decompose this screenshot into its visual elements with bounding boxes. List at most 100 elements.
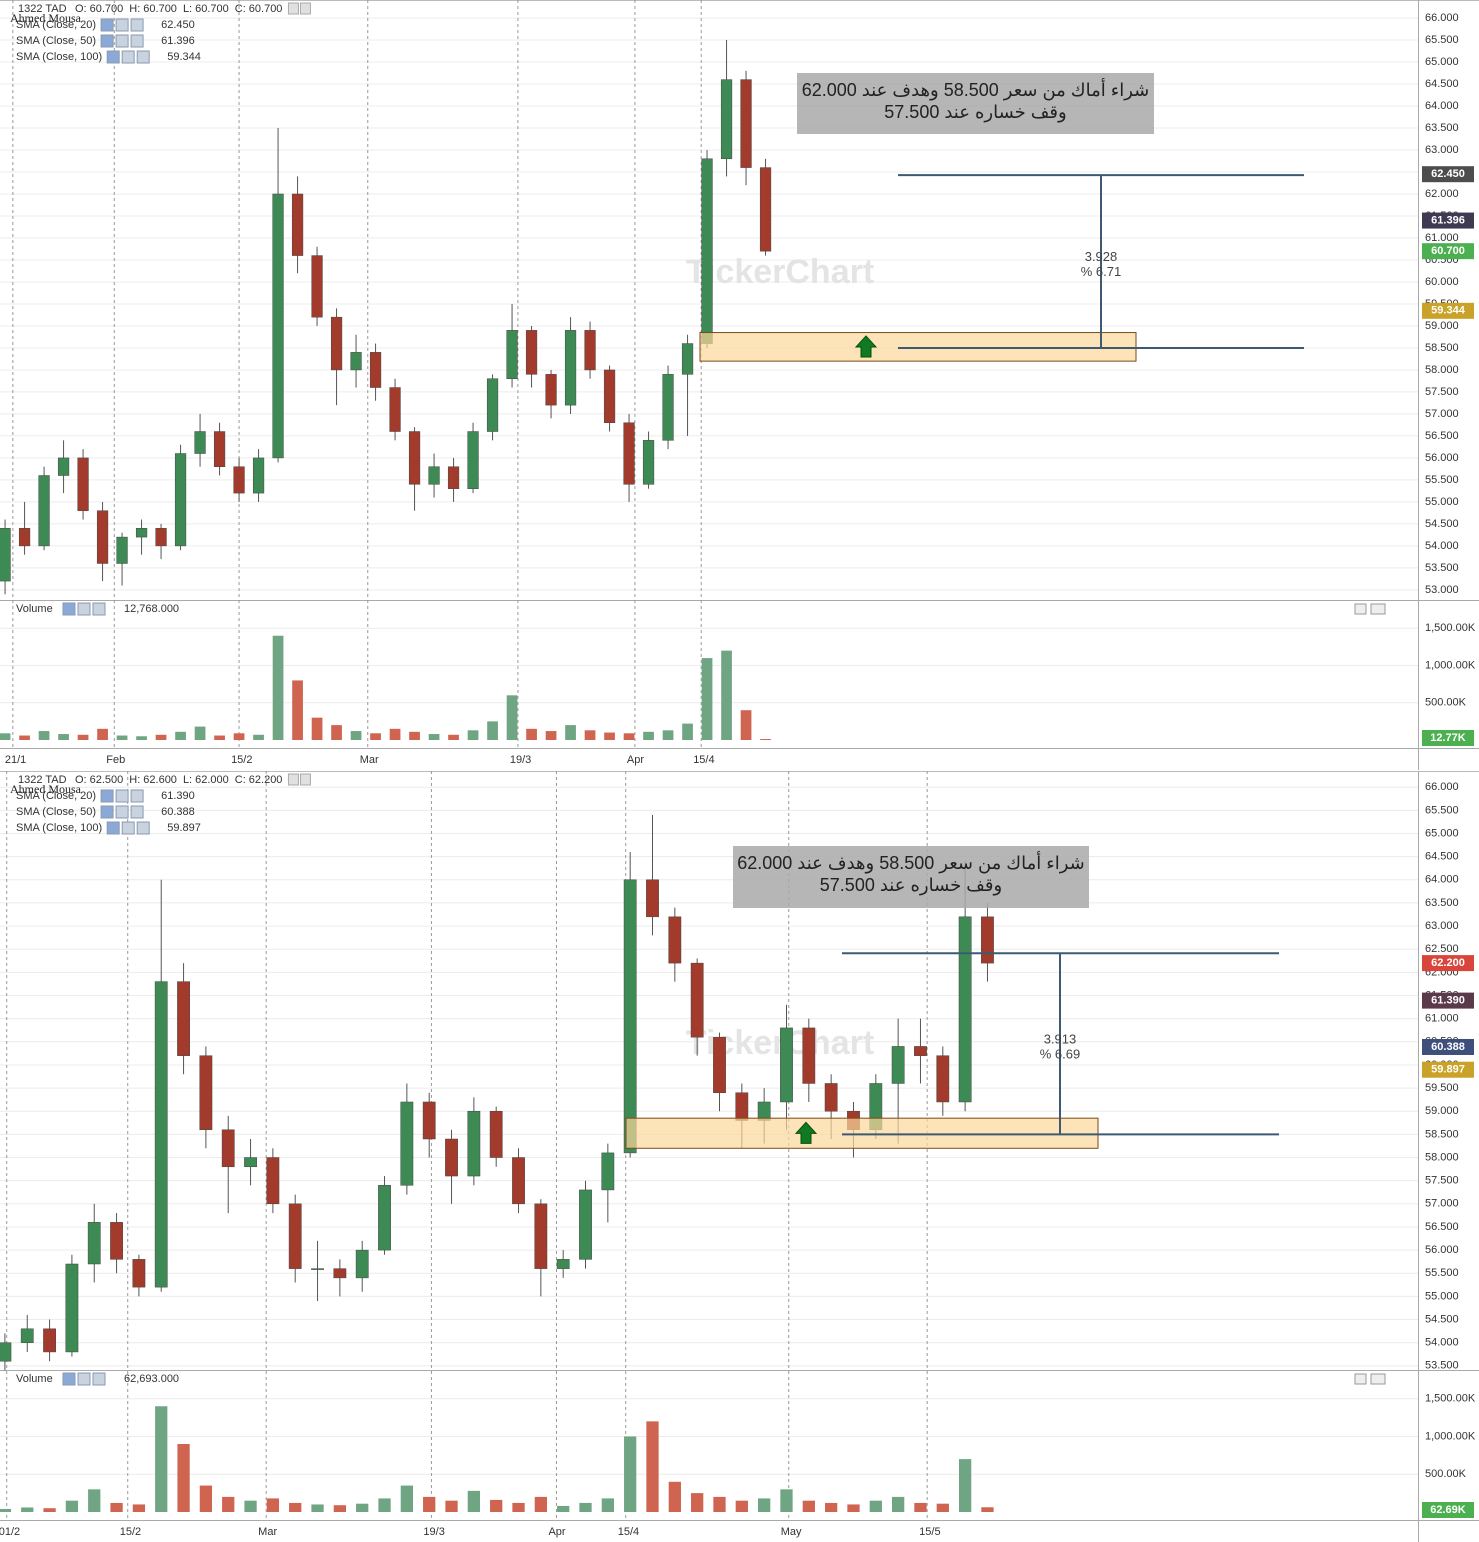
volume-bar: [428, 734, 440, 740]
volume-bar: [604, 732, 615, 740]
x-tick-label: 15/2: [231, 754, 252, 766]
volume-bar: [557, 1505, 570, 1512]
candle-body: [213, 431, 226, 467]
x-tick-label: Mar: [360, 754, 379, 766]
volume-bar: [682, 723, 693, 740]
volume-bar: [289, 1502, 302, 1512]
volume-bar: [869, 1500, 882, 1512]
volume-bar: [668, 1481, 681, 1512]
last-price-tag: 60.700: [1431, 245, 1465, 257]
pane-button[interactable]: [1354, 1373, 1367, 1385]
y-tick-label: 53.500: [1425, 1360, 1459, 1372]
volume-title: Volume: [16, 603, 53, 615]
pane-button[interactable]: [1370, 603, 1386, 615]
header-icon: [299, 773, 311, 786]
volume-bar: [914, 1502, 927, 1512]
measure-diff: 3.913: [1044, 1031, 1077, 1046]
volume-tick-label: 500.00K: [1425, 697, 1467, 709]
annotation-box: [733, 846, 1089, 908]
y-tick-label: 62.500: [1425, 943, 1459, 955]
indicator-tag-bg: [1422, 1038, 1474, 1055]
pane-button[interactable]: [1370, 1373, 1386, 1385]
indicator-tag: 59.897: [1431, 1064, 1465, 1076]
legend-icon: [77, 602, 91, 616]
header-name: O:: [75, 3, 87, 15]
candle-body: [662, 374, 674, 441]
author: Ahmed Mousa: [10, 782, 82, 796]
candle-body: [266, 1157, 280, 1205]
volume-bar: [19, 735, 30, 740]
candle-body: [132, 1259, 146, 1288]
candle-body: [780, 1027, 793, 1103]
indicator-name: SMA (Close, 20): [16, 19, 96, 31]
y-tick-label: 64.500: [1425, 851, 1459, 863]
volume-tag: 12.77K: [1430, 732, 1466, 744]
y-tick-label: 54.500: [1425, 1313, 1459, 1325]
candle-body: [174, 453, 187, 547]
legend-icon: [92, 602, 106, 616]
x-tick-label: 15/4: [618, 1526, 639, 1538]
volume-tag-bg: [1422, 730, 1474, 746]
y-tick-label: 65.000: [1425, 827, 1459, 839]
candle-body: [378, 1185, 391, 1251]
volume-tag: 62.69K: [1430, 1504, 1466, 1516]
volume-tick-label: 1,500.00K: [1425, 622, 1476, 634]
entry-zone: [625, 1117, 1099, 1149]
volume-bar: [487, 721, 498, 740]
header-value: 60.700: [195, 3, 229, 15]
candle-body: [87, 1222, 101, 1265]
legend-icon: [106, 50, 120, 64]
y-tick-label: 64.500: [1425, 78, 1459, 90]
y-tick-label: 58.000: [1425, 1151, 1459, 1163]
legend-icon: [106, 821, 120, 835]
candle-body: [824, 1083, 838, 1112]
candle-body: [288, 1203, 302, 1269]
candle-body: [333, 1268, 347, 1279]
legend-icon: [121, 50, 135, 64]
y-tick-label: 58.500: [1425, 1128, 1459, 1140]
header-icon: [299, 2, 311, 15]
legend-icon: [62, 1372, 76, 1386]
volume-bar: [132, 1504, 146, 1512]
header-value: 62.600: [143, 774, 177, 786]
candle-body: [525, 330, 538, 375]
symbol: 1322 TAD: [18, 3, 67, 15]
candle-body: [65, 1263, 79, 1353]
y-tick-label: 59.000: [1425, 320, 1459, 332]
legend-icon: [92, 1372, 106, 1386]
candle-body: [447, 466, 460, 489]
indicator-value: 59.897: [167, 822, 201, 834]
y-tick-label: 57.500: [1425, 1175, 1459, 1187]
header-name: O:: [75, 774, 87, 786]
candle-body: [603, 369, 616, 423]
header-value: 62.500: [90, 774, 124, 786]
candle-body: [668, 916, 682, 964]
candle-body: [221, 1129, 235, 1168]
x-tick-label: 01/2: [0, 1526, 20, 1538]
volume-bar: [155, 1406, 168, 1512]
volume-bar: [981, 1507, 994, 1512]
candle-body: [759, 167, 772, 252]
legend-icon: [130, 789, 144, 803]
y-tick-label: 55.000: [1425, 1290, 1459, 1302]
header-icon: [287, 773, 299, 786]
candle-body: [0, 1342, 12, 1362]
header-value: 62.000: [195, 774, 229, 786]
indicator-name: SMA (Close, 50): [16, 806, 96, 818]
candle-body: [291, 193, 304, 256]
x-tick-label: 19/3: [423, 1526, 444, 1538]
volume-bar: [194, 726, 206, 740]
candle-body: [564, 330, 577, 406]
pane-button[interactable]: [1354, 603, 1367, 615]
volume-bar: [721, 650, 732, 740]
volume-bar: [155, 734, 167, 740]
volume-bar: [448, 734, 459, 740]
volume-bar: [116, 735, 128, 740]
indicator-name: SMA (Close, 50): [16, 35, 96, 47]
candle-body: [355, 1249, 369, 1279]
y-tick-label: 56.000: [1425, 1244, 1459, 1256]
header-name: H:: [129, 774, 140, 786]
volume-bar: [292, 680, 303, 740]
indicator-tag: 61.396: [1431, 214, 1465, 226]
watermark: TickerChart: [686, 253, 874, 291]
